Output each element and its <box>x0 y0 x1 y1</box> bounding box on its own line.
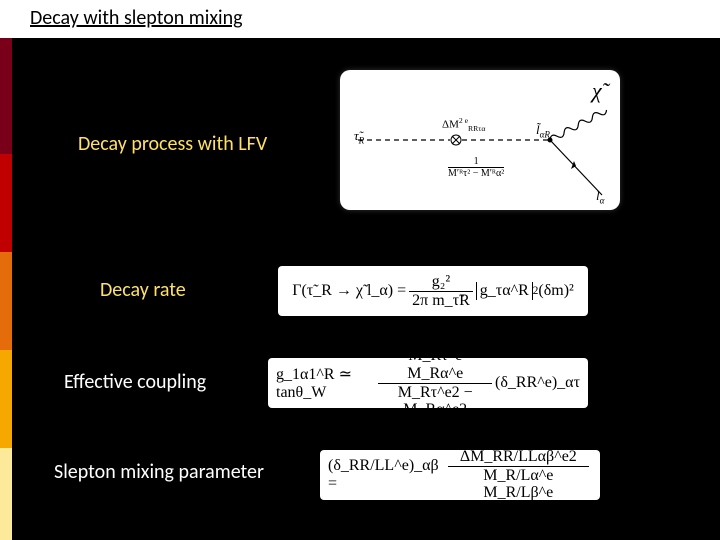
mixing-num: ΔM_RR/LLαβ^e2 <box>448 448 589 467</box>
l-alpha-r-sub: αR <box>540 130 550 140</box>
rate-den: 2π m_τ̃R <box>409 292 473 310</box>
mass-insert-label: ΔM <box>442 119 459 131</box>
mass-insert-sup: 2 e <box>459 116 468 125</box>
rate-num: g₂² <box>409 273 473 292</box>
accent-strip <box>0 350 12 448</box>
chi-tilde-label: χ̃ <box>592 78 602 104</box>
formula-coupling: g_1α1^R ≃ tanθ_W M_Rτ^e M_Rα^e M_Rτ^e2 −… <box>268 358 588 408</box>
rate-g: g_τα^R <box>480 282 529 299</box>
coupling-den: M_Rτ^e2 − M_Rα^e2 <box>378 384 492 419</box>
page-title: Decay with slepton mixing <box>30 6 243 30</box>
accent-strip <box>0 154 12 252</box>
formula-decay-rate: Γ(τ̃_R → χ̃ l_α) = g₂² 2π m_τ̃R g_τα^R2 … <box>278 266 588 316</box>
rate-dm: (δm)² <box>538 282 573 300</box>
propagator-den: M′ᴿτ² − M′ᴿα² <box>448 168 504 179</box>
feynman-diagram: τ̃R ΔM2 eRRτα l̃αR χ̃ lα 1 M′ᴿτ² − M′ᴿα² <box>340 70 620 210</box>
mixing-den: M_R/Lα^e M_R/Lβ^e <box>448 467 589 502</box>
accent-strip <box>0 252 12 350</box>
tau-r-sub: R <box>359 136 365 146</box>
coupling-tail: (δ_RR^e)_ατ <box>495 374 580 392</box>
l-alpha-sub: α <box>600 196 605 206</box>
mass-insert-sub: RRτα <box>468 124 485 133</box>
rate-lhs: Γ(τ̃_R → χ̃ l_α) = <box>292 282 406 300</box>
label-coupling: Effective coupling <box>64 370 206 394</box>
mixing-lhs: (δ_RR/LL^e)_αβ = <box>328 457 445 493</box>
label-rate: Decay rate <box>100 278 186 302</box>
coupling-lhs: g_1α1^R ≃ tanθ_W <box>276 364 375 402</box>
coupling-num: M_Rτ^e M_Rα^e <box>378 347 492 383</box>
propagator-num: 1 <box>448 156 504 168</box>
label-process: Decay process with LFV <box>78 132 267 156</box>
accent-strip <box>0 38 12 154</box>
label-mixing: Slepton mixing parameter <box>54 460 264 484</box>
accent-strip <box>0 448 12 540</box>
formula-mixing: (δ_RR/LL^e)_αβ = ΔM_RR/LLαβ^e2 M_R/Lα^e … <box>320 450 600 500</box>
